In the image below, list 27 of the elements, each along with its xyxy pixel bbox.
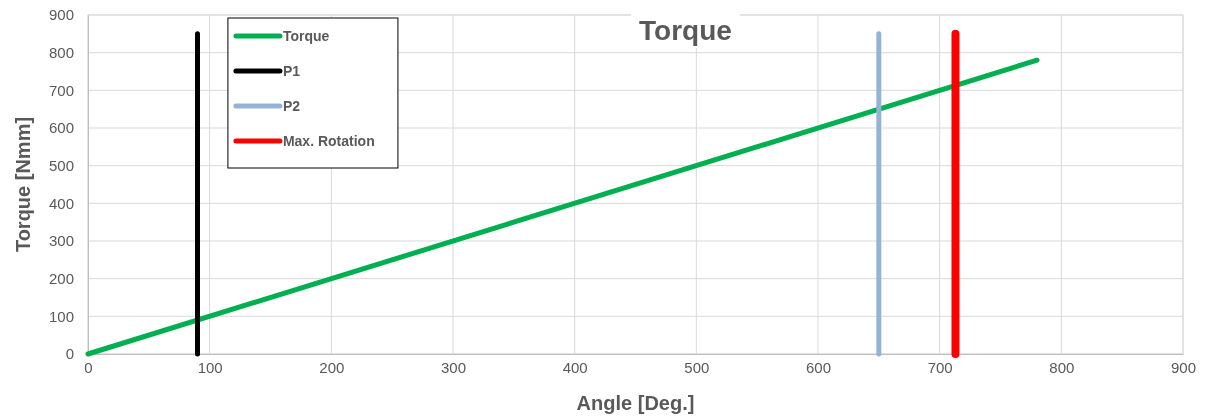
y-tick-label: 400 xyxy=(48,194,74,212)
y-tick-label: 600 xyxy=(48,119,74,137)
x-tick-label: 200 xyxy=(319,358,345,376)
chart-title: Torque xyxy=(639,15,732,46)
legend-label: Max. Rotation xyxy=(282,133,375,149)
y-tick-label: 700 xyxy=(48,81,74,99)
x-tick-label: 900 xyxy=(1170,358,1197,376)
x-tick-label: 100 xyxy=(197,358,223,376)
legend-label: P2 xyxy=(282,98,301,114)
y-tick-label: 900 xyxy=(48,6,74,24)
x-tick-label: 700 xyxy=(927,358,953,376)
y-tick-label: 200 xyxy=(48,269,74,287)
y-tick-label: 0 xyxy=(65,345,74,363)
x-tick-label: 400 xyxy=(562,358,588,376)
x-tick-label: 0 xyxy=(84,358,93,376)
y-tick-label: 800 xyxy=(48,43,74,61)
x-axis-title: Angle [Deg.] xyxy=(576,392,695,414)
x-tick-label: 300 xyxy=(440,358,467,376)
y-tick-label: 500 xyxy=(48,156,74,174)
legend-label: Torque xyxy=(282,28,330,44)
y-axis-title: Torque [Nmm] xyxy=(12,116,34,253)
y-tick-label: 100 xyxy=(48,307,74,325)
y-tick-label: 300 xyxy=(48,232,74,250)
x-tick-label: 500 xyxy=(684,358,710,376)
x-tick-label: 800 xyxy=(1049,358,1075,376)
x-tick-label: 600 xyxy=(805,358,832,376)
legend-label: P1 xyxy=(282,63,301,79)
